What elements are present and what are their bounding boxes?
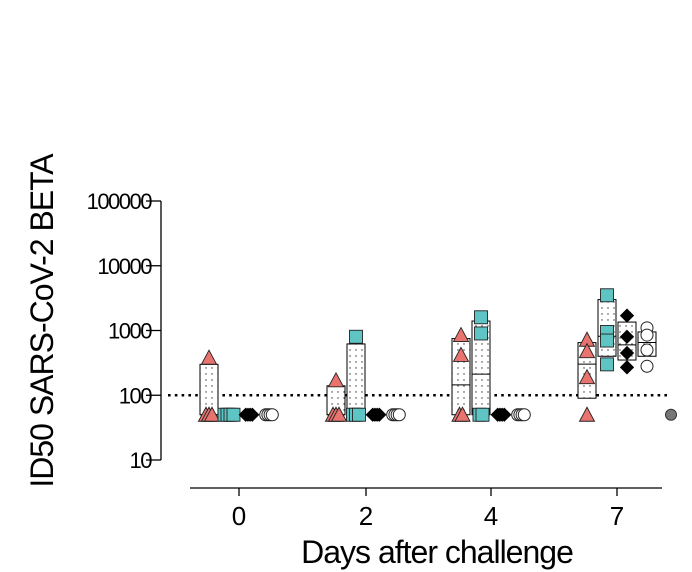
data-point-circle: [640, 359, 654, 373]
data-point-triangle: [454, 406, 471, 422]
x-tick-label: 2: [359, 501, 373, 531]
data-point-circle: [640, 328, 654, 342]
data-point-square: [475, 407, 490, 422]
data-point-triangle: [578, 368, 596, 385]
data-point-square: [474, 310, 488, 325]
data-point-diamond: [619, 345, 635, 361]
data-point-diamond: [372, 407, 387, 422]
data-point-triangle: [452, 346, 470, 362]
data-point-triangle: [578, 406, 596, 422]
y-axis-title: ID50 SARS-CoV-2 BETA: [24, 153, 60, 488]
x-tick-label: 0: [232, 501, 246, 531]
plot-area: [168, 288, 677, 422]
y-tick-label: 1000: [108, 319, 152, 344]
control-point: [665, 408, 677, 421]
y-tick-label: 100: [119, 383, 152, 408]
data-point-triangle: [452, 326, 470, 343]
y-tick-label: 10: [130, 448, 153, 473]
data-point-square: [600, 288, 614, 303]
data-point-square: [474, 326, 488, 341]
data-point-triangle: [578, 342, 596, 359]
data-point-diamond: [497, 407, 512, 422]
data-point-triangle: [327, 371, 345, 388]
data-point-diamond: [619, 360, 635, 375]
data-point-triangle: [200, 349, 218, 365]
box-square: [346, 343, 366, 416]
y-tick-label: 100000: [87, 189, 153, 214]
data-point-square: [600, 333, 614, 348]
x-tick-label: 4: [484, 501, 498, 531]
data-point-diamond: [245, 407, 260, 422]
data-point-circle: [517, 408, 531, 422]
y-tick-label: 10000: [97, 254, 152, 279]
data-point-diamond: [619, 329, 635, 344]
data-point-circle: [640, 343, 654, 357]
x-axis-title: Days after challenge: [301, 534, 573, 570]
data-point-square: [349, 329, 363, 344]
axes: 10 100 1000 10000 100000 0 2 4 7: [87, 189, 662, 531]
data-point-square: [600, 357, 614, 372]
data-point-circle: [392, 408, 406, 422]
data-point-diamond: [619, 308, 635, 323]
data-point-square: [352, 407, 366, 422]
x-tick-label: 7: [610, 501, 624, 531]
data-point-triangle: [203, 406, 221, 422]
data-point-triangle: [330, 406, 348, 422]
data-point-square: [226, 407, 241, 422]
data-point-circle: [265, 408, 279, 422]
